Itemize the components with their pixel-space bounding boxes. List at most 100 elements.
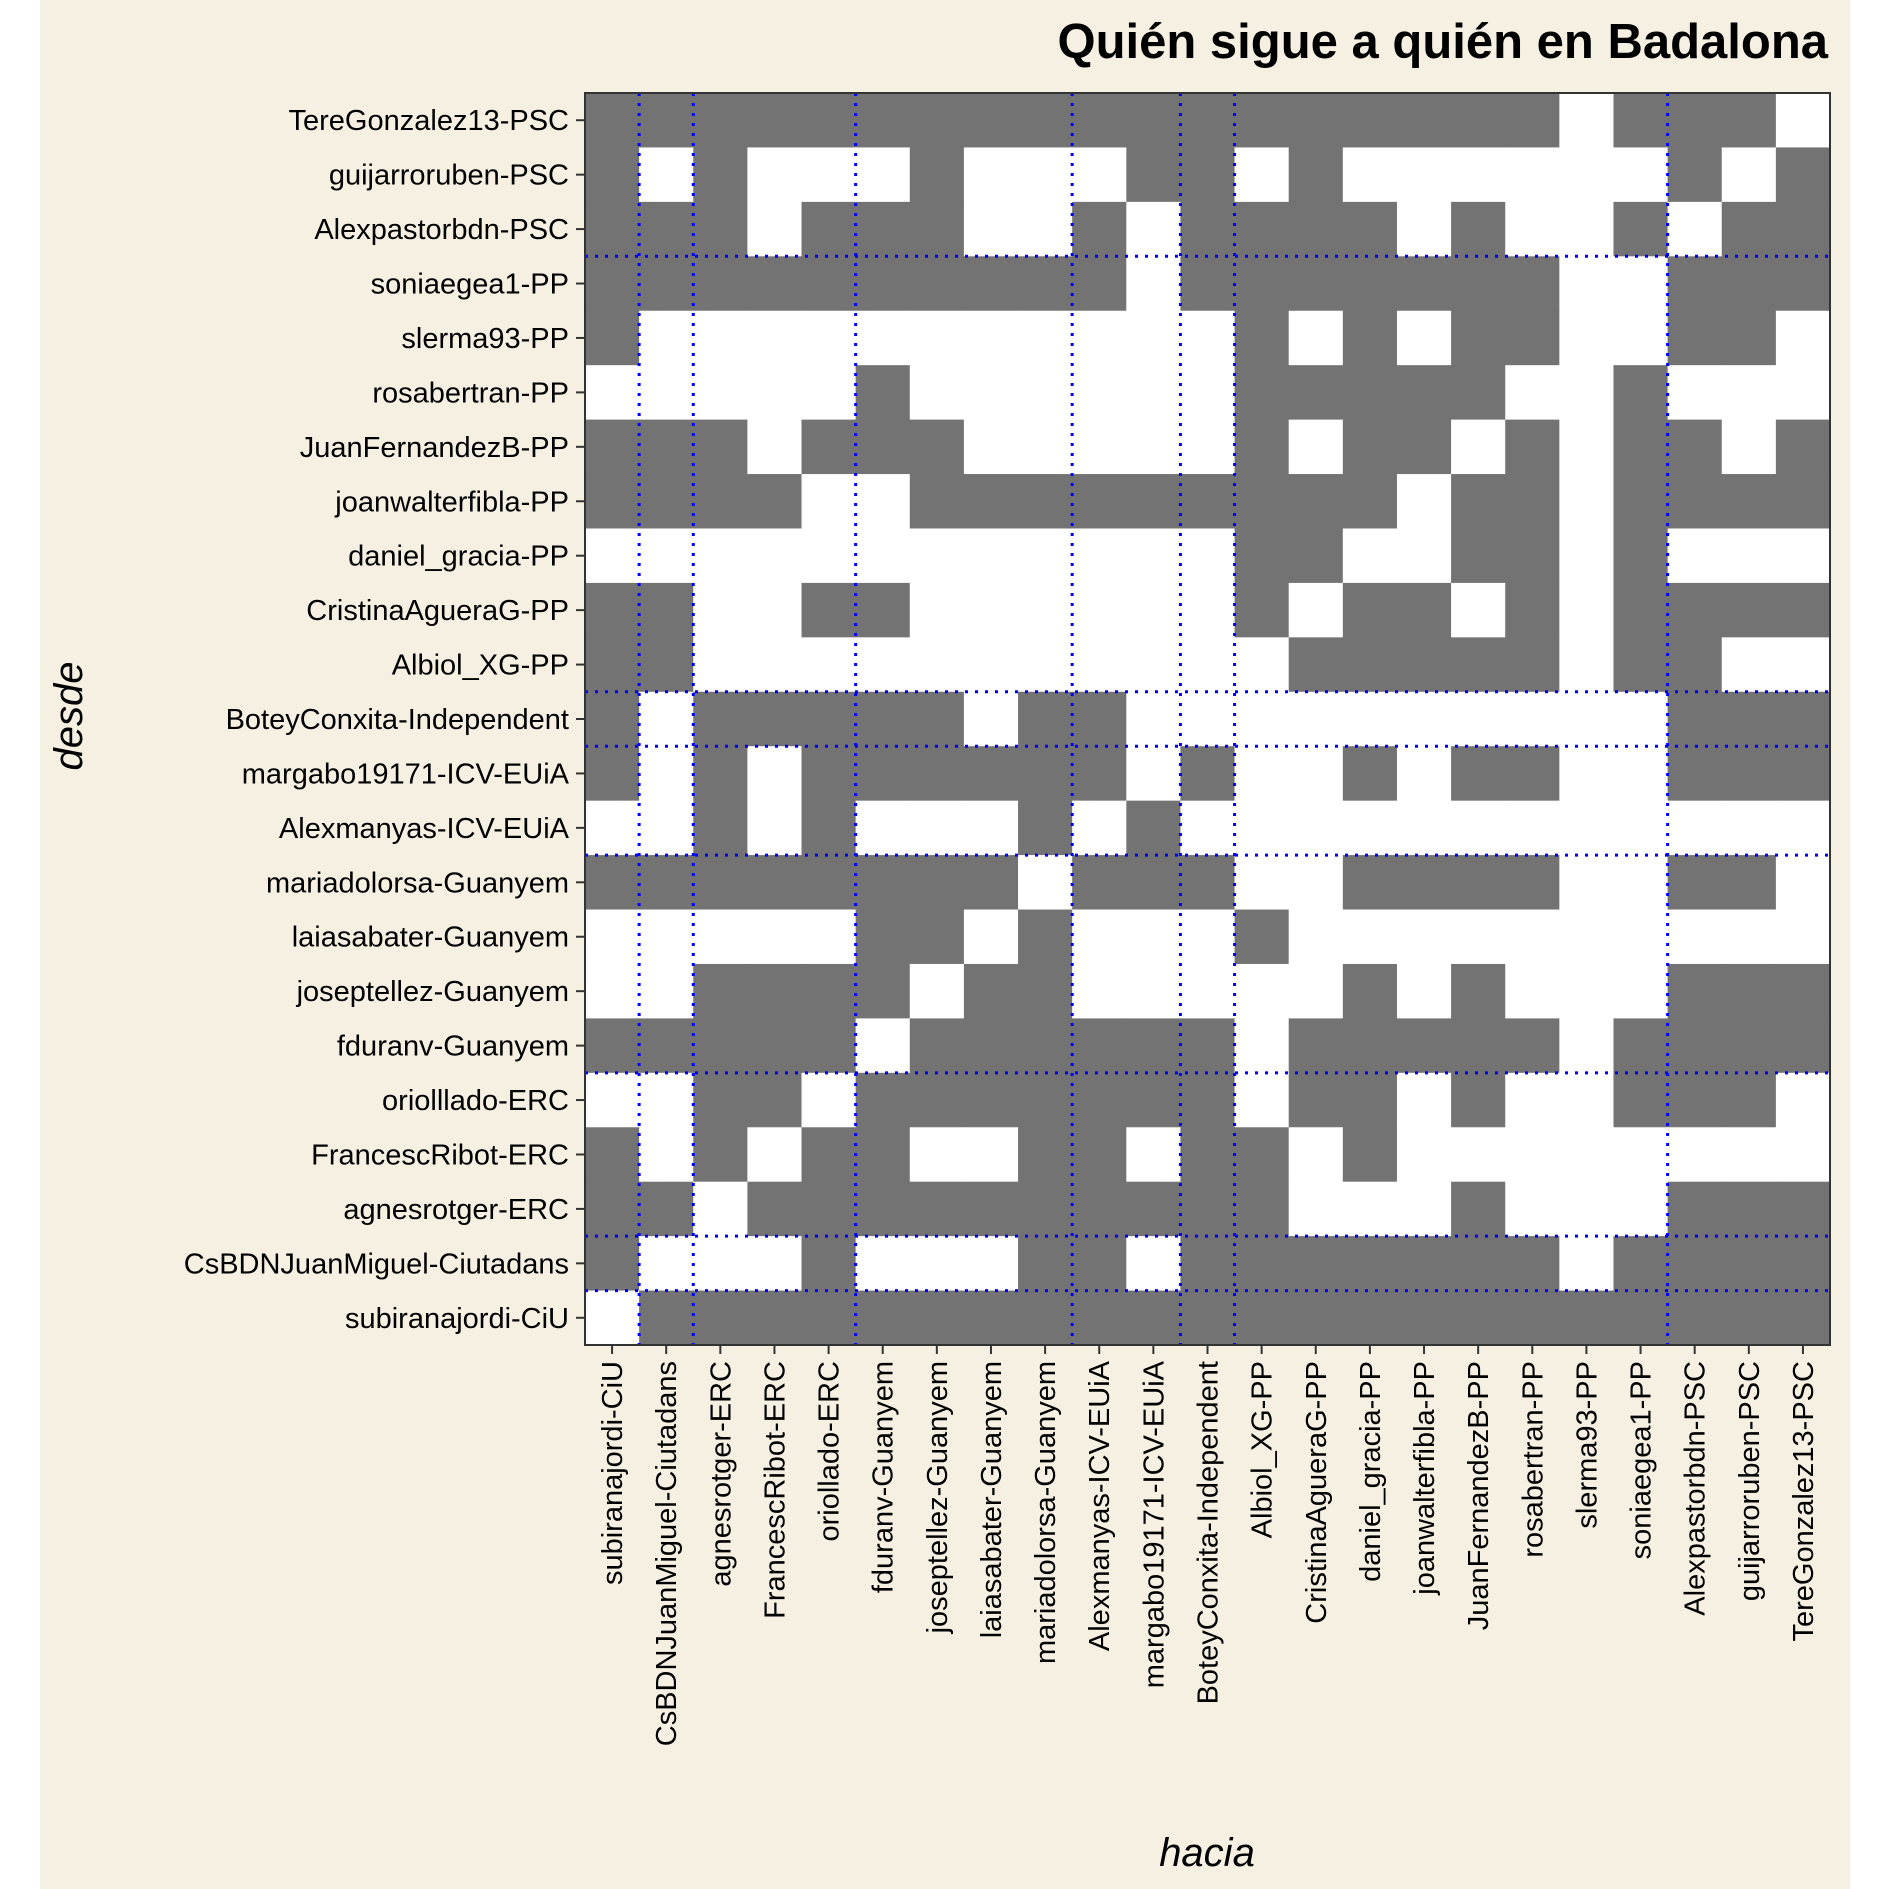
heatmap-cell (693, 800, 748, 856)
y-tick-label: oriolllado-ERC (382, 1085, 569, 1117)
y-tick-label: CsBDNJuanMiguel-Ciutadans (184, 1248, 569, 1280)
heatmap-cell (1342, 909, 1398, 965)
heatmap-cell (1396, 746, 1452, 802)
heatmap-cell (1180, 1236, 1236, 1292)
heatmap-cell (1451, 93, 1506, 148)
heatmap-cell (693, 1072, 748, 1128)
heatmap-cell (1126, 310, 1181, 366)
heatmap-cell (1072, 310, 1127, 366)
heatmap-cell (693, 855, 748, 911)
heatmap-cell (963, 1127, 1019, 1183)
heatmap-cell (1288, 909, 1344, 965)
heatmap-cell (1288, 365, 1344, 421)
heatmap-cell (1180, 746, 1236, 802)
heatmap-cell (1667, 147, 1723, 203)
y-tick-label: Albiol_XG-PP (392, 650, 569, 682)
heatmap-cell (1505, 201, 1560, 257)
heatmap-cell (1451, 963, 1506, 1019)
heatmap-cell (747, 310, 803, 366)
heatmap-cell (1072, 855, 1127, 911)
heatmap-cell (639, 528, 694, 584)
heatmap-cell (1613, 637, 1669, 693)
x-tick-label: laiasabater-Guanyem (976, 1361, 1008, 1638)
heatmap-cell (1667, 1290, 1723, 1346)
heatmap-cell (747, 909, 803, 965)
heatmap-cell (1234, 909, 1290, 965)
heatmap-cell (1505, 800, 1560, 856)
heatmap-cell (1342, 691, 1398, 747)
heatmap-cell (855, 256, 911, 312)
heatmap-cell (1180, 256, 1236, 312)
heatmap-cell (1451, 419, 1506, 475)
heatmap-cell (693, 582, 748, 638)
heatmap-cell (639, 201, 694, 257)
heatmap-cell (1126, 147, 1181, 203)
heatmap-cell (1775, 147, 1831, 203)
heatmap-cell (585, 147, 640, 203)
heatmap-cell (1775, 1127, 1831, 1183)
heatmap-cell (1180, 582, 1236, 638)
heatmap-cell (1126, 201, 1181, 257)
heatmap-cell (1775, 637, 1831, 693)
heatmap-cell (1072, 93, 1127, 148)
heatmap-cell (1505, 93, 1560, 148)
heatmap-cell (1721, 800, 1777, 856)
heatmap-cell (909, 1181, 965, 1237)
heatmap-cell (963, 419, 1019, 475)
heatmap-cell (1559, 855, 1614, 911)
heatmap-cell (1613, 1127, 1669, 1183)
heatmap-cell (1018, 691, 1073, 747)
heatmap-cell (909, 963, 965, 1019)
y-tick-label: TereGonzalez13-PSC (289, 105, 569, 137)
y-axis-title: desde (47, 662, 91, 771)
heatmap-cell (585, 256, 640, 312)
heatmap-cell (1667, 474, 1723, 529)
heatmap-cell (1288, 582, 1344, 638)
heatmap-cell (1342, 800, 1398, 856)
heatmap-cell (1342, 310, 1398, 366)
heatmap-cell (801, 1236, 857, 1292)
heatmap-cell (1126, 909, 1181, 965)
heatmap-cell (1288, 1072, 1344, 1128)
heatmap-cell (1018, 310, 1073, 366)
heatmap-cell (1667, 800, 1723, 856)
heatmap-cell (1018, 909, 1073, 965)
heatmap-cell (1018, 1181, 1073, 1237)
heatmap-cell (585, 691, 640, 747)
heatmap-cell (1234, 800, 1290, 856)
heatmap-cell (909, 365, 965, 421)
heatmap-cell (855, 1236, 911, 1292)
heatmap-cell (1613, 474, 1669, 529)
heatmap-cell (1775, 582, 1831, 638)
heatmap-cell (585, 310, 640, 366)
x-tick-label: subiranajordi-CiU (597, 1361, 629, 1585)
heatmap-cell (585, 528, 640, 584)
heatmap-cell (585, 1181, 640, 1237)
heatmap-cell (585, 800, 640, 856)
heatmap-cell (963, 691, 1019, 747)
y-tick-label: Alexmanyas-ICV-EUiA (279, 813, 570, 845)
heatmap-cell (963, 365, 1019, 421)
heatmap-cell (1288, 963, 1344, 1019)
heatmap-cell (1342, 1290, 1398, 1346)
heatmap-cell (1721, 746, 1777, 802)
heatmap-cell (1613, 419, 1669, 475)
heatmap-cell (1342, 1127, 1398, 1183)
heatmap-cell (1126, 93, 1181, 148)
heatmap-cell (1072, 419, 1127, 475)
heatmap-cell (1775, 256, 1831, 312)
heatmap-cell (909, 310, 965, 366)
heatmap-cell (1667, 419, 1723, 475)
heatmap-cell (747, 1072, 803, 1128)
heatmap-cell (1505, 310, 1560, 366)
heatmap-cell (1559, 419, 1614, 475)
heatmap-cell (693, 365, 748, 421)
heatmap-cell (909, 691, 965, 747)
heatmap-cell (1180, 1072, 1236, 1128)
heatmap-cell (1126, 855, 1181, 911)
heatmap-cell (1018, 147, 1073, 203)
heatmap-cell (801, 474, 857, 529)
heatmap-cell (855, 909, 911, 965)
heatmap-cell (747, 691, 803, 747)
heatmap-cell (747, 256, 803, 312)
